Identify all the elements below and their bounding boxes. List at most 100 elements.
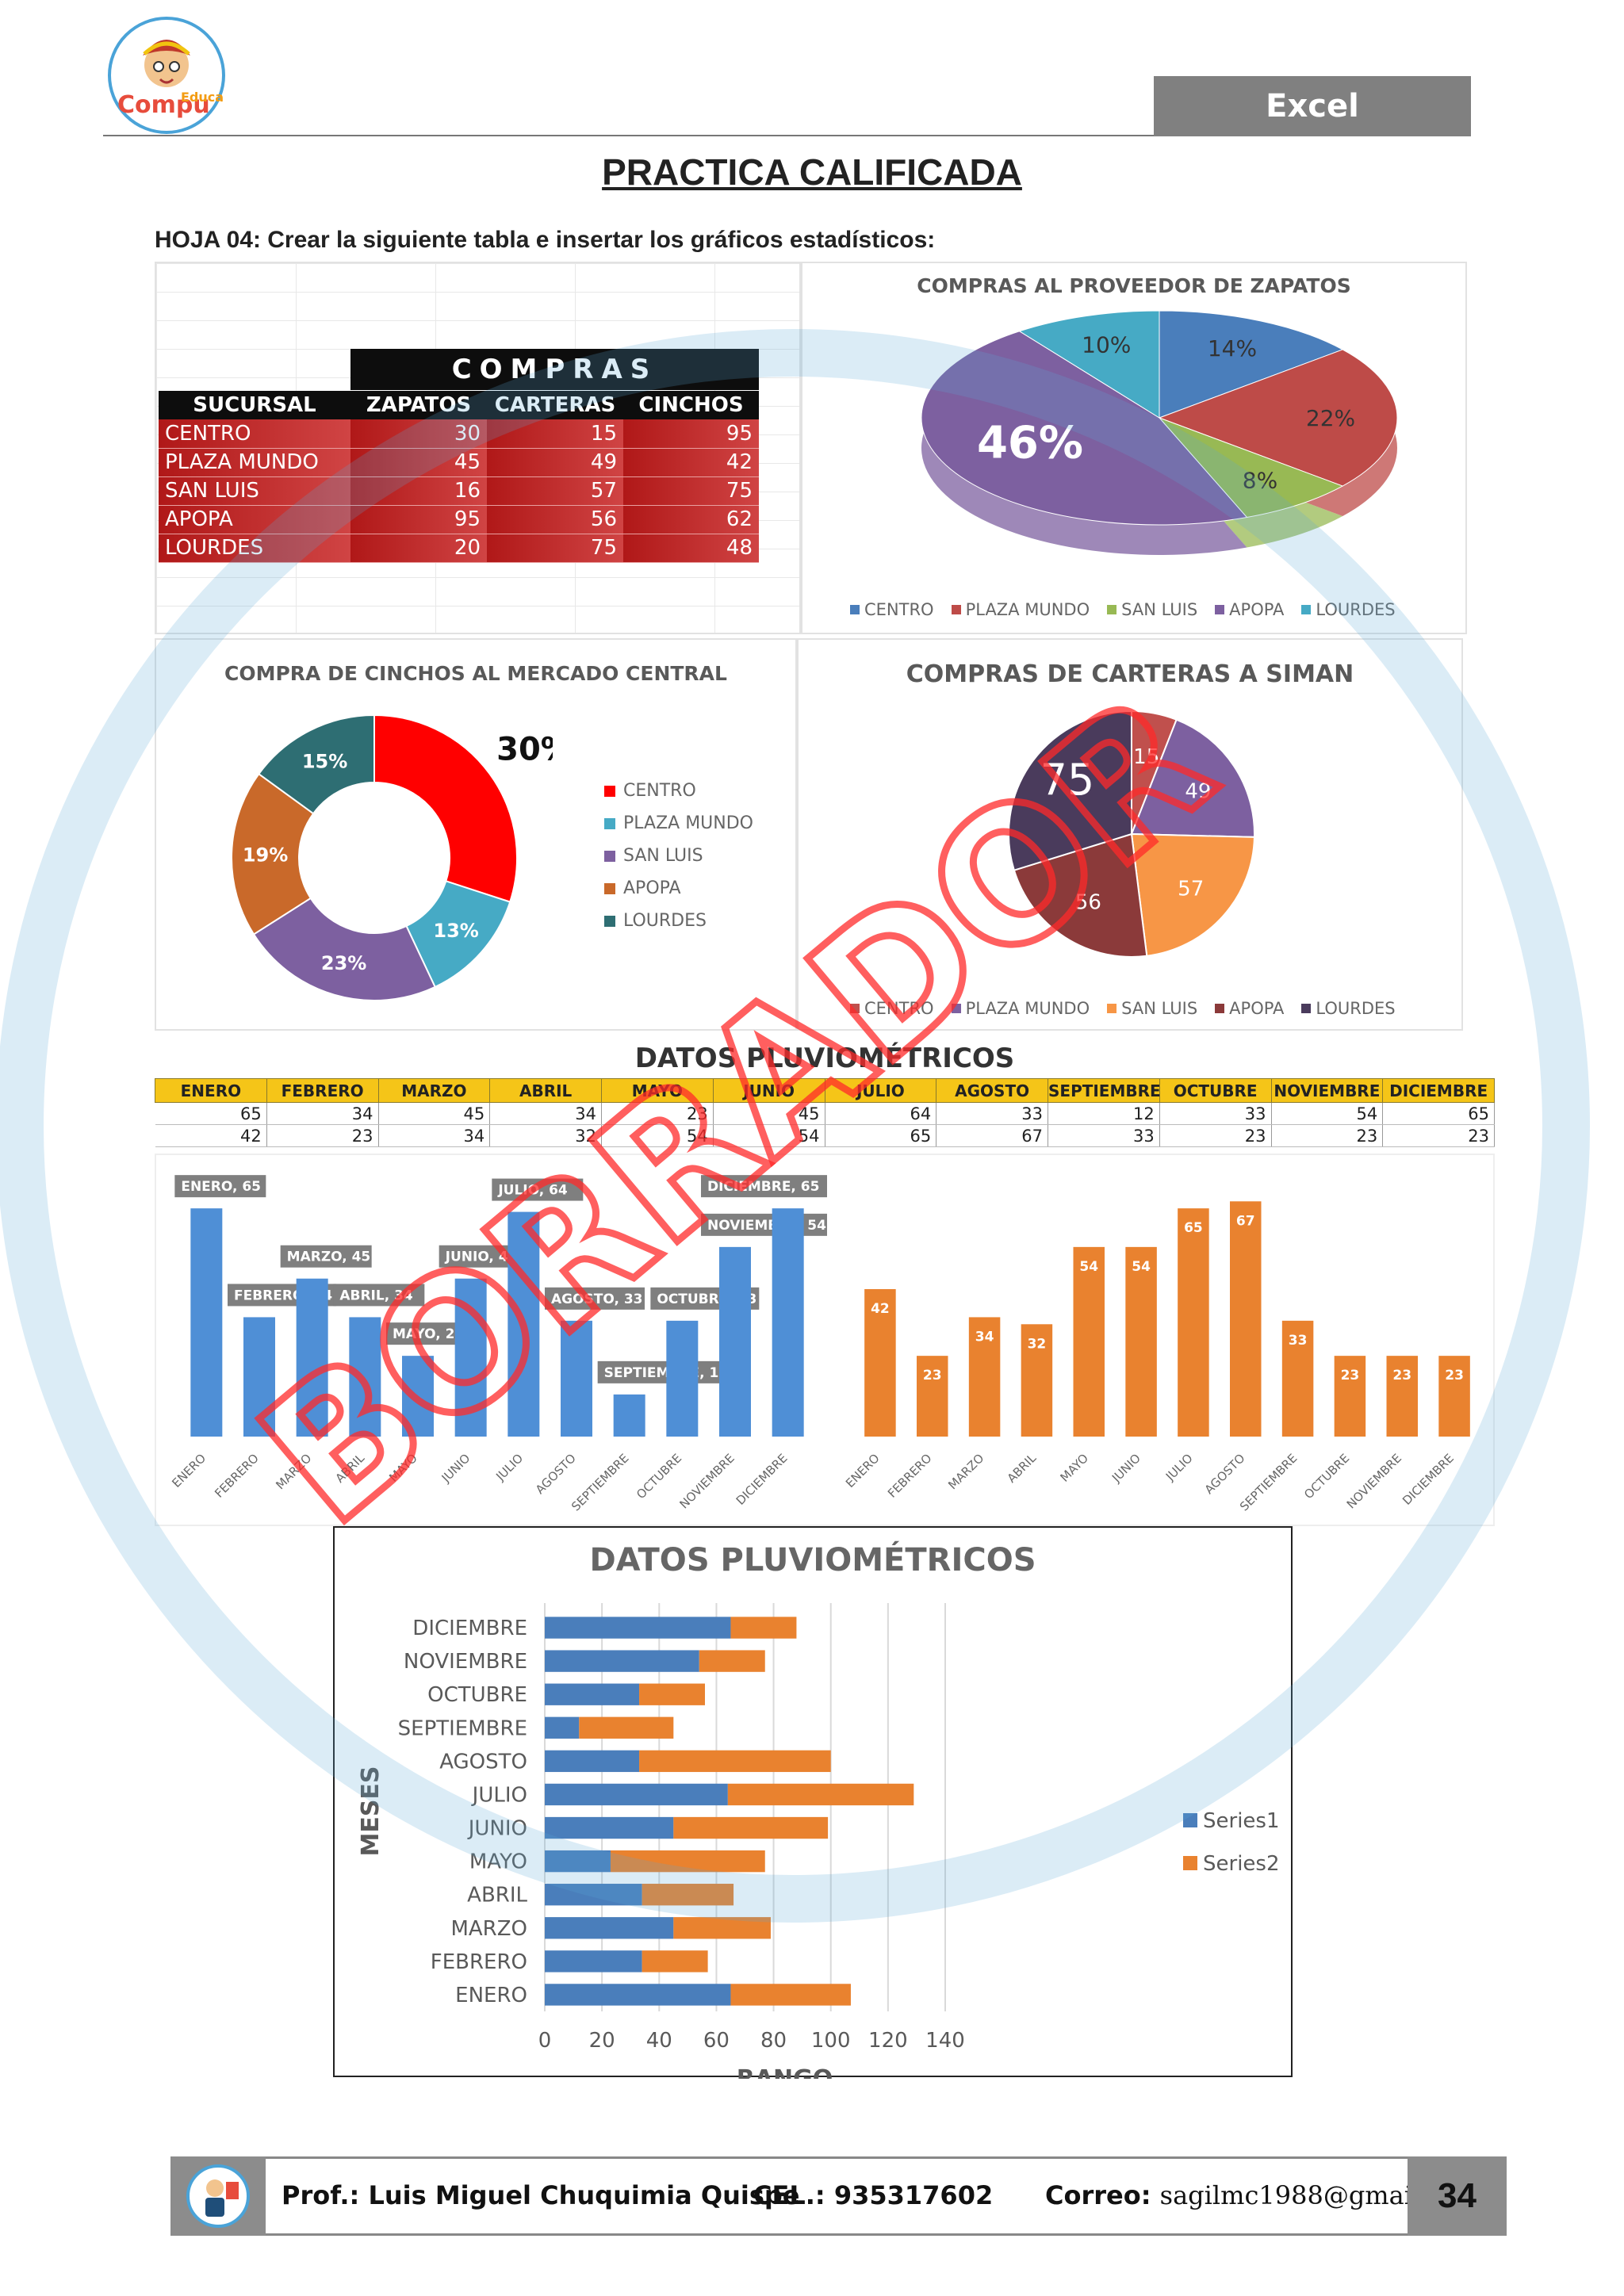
- pie-slice: [1158, 349, 1398, 487]
- legend-item: CENTRO: [850, 600, 934, 619]
- bar-segment: [579, 1716, 674, 1739]
- y-tick-label: SEPTIEMBRE: [398, 1716, 527, 1740]
- x-tick-label: 140: [925, 2029, 965, 2053]
- bar-segment: [673, 1816, 829, 1839]
- data-label: 75: [1040, 755, 1095, 805]
- data-label: JULIO, 64: [497, 1183, 568, 1199]
- header-rule: [103, 135, 1154, 136]
- cell: 65: [825, 1124, 937, 1147]
- bar: [1230, 1201, 1262, 1437]
- cell: 34: [489, 1102, 602, 1125]
- bar-segment: [730, 1617, 797, 1639]
- x-tick-label: NOVIEMBRE: [676, 1451, 737, 1511]
- y-tick-label: MAYO: [469, 1850, 527, 1874]
- legend-label: Series2: [1203, 1852, 1280, 1876]
- data-label: 57: [1178, 878, 1204, 901]
- x-tick-label: OCTUBRE: [634, 1451, 684, 1502]
- data-label: 65: [1184, 1220, 1203, 1236]
- bar-segment: [642, 1884, 734, 1906]
- data-label: AGOSTO, 33: [551, 1292, 643, 1307]
- compras-table: SUCURSAL ZAPATOS CARTERAS CINCHOS CENTRO…: [159, 391, 759, 563]
- x-tick-label: DICIEMBRE: [1400, 1451, 1457, 1508]
- callout-box: [492, 1178, 584, 1201]
- rain-table-title: DATOS PLUVIOMÉTRICOS: [634, 1043, 1015, 1074]
- carteras-legend: CENTRO PLAZA MUNDO SAN LUIS APOPA LOURDE…: [850, 999, 1396, 1018]
- rain-header-row: ENERO FEBRERO MARZO ABRIL MAYO JUNIO JULIO AGOS…: [155, 1078, 1495, 1103]
- y-tick-label: OCTUBRE: [427, 1683, 527, 1707]
- month-header: OCTUBRE: [1159, 1078, 1272, 1103]
- y-axis-label: MESES: [357, 1766, 385, 1856]
- legend-item: APOPA: [604, 872, 753, 905]
- bar: [402, 1356, 434, 1437]
- x-tick-label: ENERO: [169, 1451, 209, 1490]
- bar: [1281, 1320, 1314, 1437]
- cinchos-legend: CENTRO PLAZA MUNDO SAN LUIS APOPA LOURDE…: [604, 775, 753, 937]
- month-header: DICIEMBRE: [1382, 1078, 1495, 1103]
- data-label: 23%: [321, 952, 366, 974]
- carteras-pie-chart: 15 49 57 56 75: [1008, 710, 1255, 958]
- bar: [561, 1320, 592, 1437]
- data-label: ENERO, 65: [181, 1179, 261, 1195]
- bar-segment: [545, 1650, 699, 1672]
- chart-title: COMPRA DE CINCHOS AL MERCADO CENTRAL: [224, 662, 727, 685]
- x-tick-label: JULIO: [492, 1451, 526, 1484]
- bar: [613, 1394, 645, 1437]
- data-label: 49: [1185, 779, 1211, 803]
- excel-tab: Excel: [1154, 76, 1471, 136]
- bar-segment: [610, 1850, 765, 1873]
- x-tick-label: JULIO: [1162, 1451, 1196, 1484]
- cell: 30: [350, 419, 487, 449]
- y-tick-label: JULIO: [471, 1783, 527, 1807]
- cell: 62: [623, 505, 759, 534]
- bar-segment: [545, 1850, 611, 1873]
- logo-text-2: Educa: [181, 90, 224, 105]
- month-header: SEPTIEMBRE: [1048, 1078, 1161, 1103]
- x-tick-label: AGOSTO: [1202, 1451, 1248, 1497]
- x-tick-label: AGOSTO: [533, 1451, 579, 1497]
- x-tick-label: ABRIL: [1005, 1451, 1040, 1486]
- footer-correo-label: Correo:: [1045, 2180, 1151, 2210]
- bar: [666, 1320, 699, 1437]
- cell: 23: [601, 1102, 714, 1125]
- vertical-bar-charts-panel: ENERO ENERO, 65 FEBRERO FEBRERO, 34 MARZO MAR…: [155, 1154, 1495, 1526]
- doughnut-slice: [252, 897, 436, 1001]
- cell: 34: [266, 1102, 379, 1125]
- y-tick-label: FEBRERO: [431, 1950, 527, 1974]
- data-label: 54: [1132, 1259, 1151, 1275]
- bar-segment: [545, 1950, 642, 1973]
- callout-box: [333, 1284, 425, 1307]
- data-label: MARZO, 45: [287, 1249, 371, 1265]
- pie-slice: [1130, 832, 1255, 957]
- data-label: 23: [1341, 1368, 1360, 1383]
- bar: [1073, 1246, 1105, 1437]
- cell: APOPA: [159, 505, 350, 534]
- callout-box: [545, 1287, 645, 1310]
- bar-segment: [545, 1716, 580, 1739]
- cell: 45: [378, 1102, 491, 1125]
- cell: 57: [487, 476, 623, 506]
- bar-segment: [639, 1683, 705, 1705]
- bar-segment: [545, 1617, 731, 1639]
- x-tick-label: SEPTIEMBRE: [569, 1451, 631, 1513]
- legend-item: APOPA: [1215, 999, 1284, 1018]
- y-tick-label: MARZO: [450, 1917, 527, 1941]
- month-header: MARZO: [377, 1078, 491, 1103]
- data-label: MAYO, 23: [393, 1326, 464, 1342]
- cell: 75: [487, 534, 623, 563]
- legend-item: LOURDES: [1301, 999, 1396, 1018]
- bar-segment: [545, 1816, 674, 1839]
- cell: SAN LUIS: [159, 476, 350, 506]
- chart-title: DATOS PLUVIOMÉTRICOS: [589, 1542, 1036, 1578]
- month-header: NOVIEMBRE: [1270, 1078, 1384, 1103]
- table-row: PLAZA MUNDO 45 49 42: [159, 448, 759, 477]
- stacked-horizontal-bar-chart: 0 20 40 60 80 100 120 140 ENERO FEBRERO MARZO ABRIL…: [357, 1603, 1280, 2079]
- x-tick-label: 20: [589, 2029, 615, 2053]
- compras-header: COMPRAS: [350, 349, 759, 390]
- legend-item: PLAZA MUNDO: [951, 999, 1090, 1018]
- footer-bar: [170, 2156, 1507, 2236]
- cell: 65: [155, 1102, 267, 1125]
- bar: [917, 1356, 948, 1437]
- x-tick-label: NOVIEMBRE: [1344, 1451, 1404, 1511]
- cell: 42: [155, 1124, 267, 1147]
